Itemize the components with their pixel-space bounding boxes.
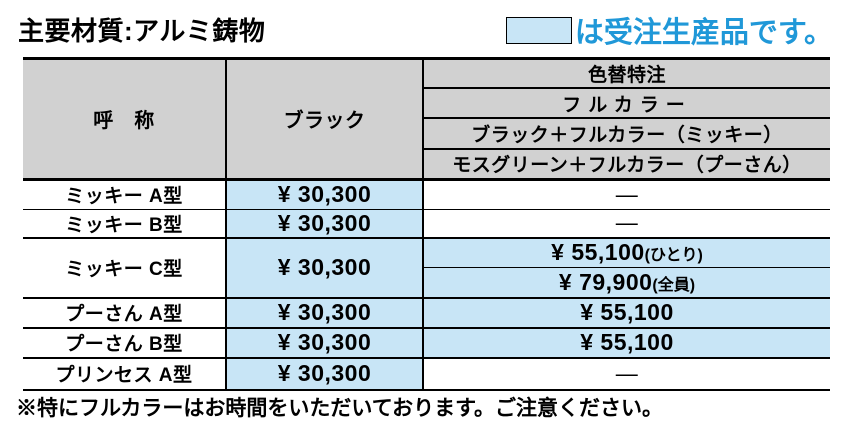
table-row: ミッキー C型 ¥ 30,300 ¥ 55,100(ひとり) [23, 237, 830, 299]
highlight-color-swatch [505, 16, 572, 44]
table-row: プーさん B型 ¥ 30,300 ¥ 55,100 [23, 327, 830, 359]
custom-price: — [422, 179, 830, 210]
row-name: ミッキー A型 [23, 179, 226, 210]
black-price: ¥ 30,300 [225, 237, 423, 299]
black-price: ¥ 30,300 [225, 357, 423, 391]
table-row: プリンセス A型 ¥ 30,300 — [23, 357, 830, 391]
table-row: ミッキー B型 ¥ 30,300 — [23, 209, 830, 239]
table-row: ミッキー A型 ¥ 30,300 — [23, 179, 830, 210]
column-header-black-fullcolor: ブラック＋フルカラー（ミッキー） [422, 118, 830, 150]
custom-price: ¥ 79,900(全員) [422, 267, 830, 299]
page-title: 主要材質:アルミ鋳物 [18, 16, 266, 46]
custom-price: ¥ 55,100 [422, 327, 830, 359]
black-price: ¥ 30,300 [225, 327, 423, 359]
row-name: プリンセス A型 [23, 357, 226, 391]
made-to-order-legend: は受注生産品です。 [505, 9, 833, 51]
row-name: ミッキー B型 [23, 209, 226, 239]
column-header-name: 呼 称 [23, 58, 226, 181]
column-header-custom-title: 色替特注 [422, 58, 830, 89]
black-price: ¥ 30,300 [225, 209, 423, 239]
footnote: ※特にフルカラーはお時間をいただいております。ご注意ください。 [16, 397, 664, 420]
custom-price: ¥ 55,100 [422, 297, 830, 329]
column-header-mossgreen-fullcolor: モスグリーン＋フルカラー（プーさん） [422, 149, 830, 181]
table-row: プーさん A型 ¥ 30,300 ¥ 55,100 [23, 297, 830, 329]
custom-price-note: (全員) [652, 276, 696, 294]
column-header-fullcolor: フルカラー [422, 88, 830, 119]
legend-text: は受注生産品です。 [574, 17, 833, 49]
row-name: ミッキー C型 [23, 237, 226, 299]
row-name: プーさん A型 [23, 297, 226, 329]
column-header-black: ブラック [225, 58, 423, 181]
row-name: プーさん B型 [23, 327, 226, 359]
custom-price-value: ¥ 79,900 [558, 268, 653, 295]
black-price: ¥ 30,300 [225, 297, 423, 329]
custom-price: — [422, 357, 830, 391]
custom-price: ¥ 55,100(ひとり) [422, 237, 830, 268]
custom-price-value: ¥ 55,100 [551, 239, 645, 266]
table-row: ¥ 79,900(全員) [23, 267, 830, 299]
custom-price: — [422, 209, 830, 239]
custom-price-note: (ひとり) [644, 247, 703, 265]
price-table: 呼 称 ブラック 色替特注 フルカラー ブラック＋フルカラー（ミッキー） モスグ… [23, 57, 830, 391]
black-price: ¥ 30,300 [225, 179, 423, 210]
